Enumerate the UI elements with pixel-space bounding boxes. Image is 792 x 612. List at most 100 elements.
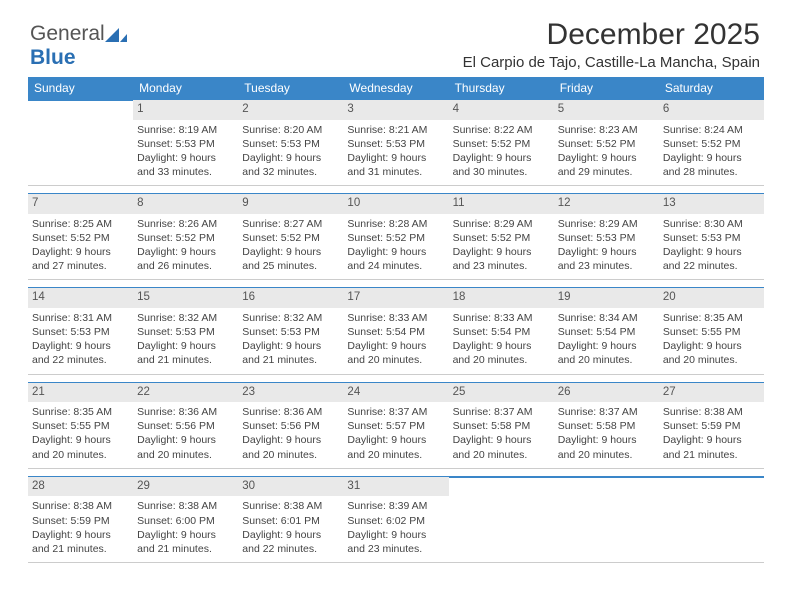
daylight-line: Daylight: 9 hours and 22 minutes. [32,339,129,367]
calendar-cell: 31Sunrise: 8:39 AMSunset: 6:02 PMDayligh… [343,476,448,562]
calendar-table: Sunday Monday Tuesday Wednesday Thursday… [28,77,764,563]
sunset-line: Sunset: 5:57 PM [347,419,444,433]
sunset-line: Sunset: 5:52 PM [242,231,339,245]
calendar-cell: 11Sunrise: 8:29 AMSunset: 5:52 PMDayligh… [449,194,554,280]
calendar-cell: 12Sunrise: 8:29 AMSunset: 5:53 PMDayligh… [554,194,659,280]
sunrise-line: Sunrise: 8:38 AM [32,499,129,513]
calendar-cell: 6Sunrise: 8:24 AMSunset: 5:52 PMDaylight… [659,100,764,186]
daylight-line: Daylight: 9 hours and 22 minutes. [242,528,339,556]
calendar-cell: 28Sunrise: 8:38 AMSunset: 5:59 PMDayligh… [28,476,133,562]
logo-word-1: General [30,22,105,45]
daylight-line: Daylight: 9 hours and 20 minutes. [558,339,655,367]
daylight-line: Daylight: 9 hours and 20 minutes. [453,339,550,367]
sunrise-line: Sunrise: 8:37 AM [453,405,550,419]
logo: General Blue [30,22,127,70]
daylight-line: Daylight: 9 hours and 29 minutes. [558,151,655,179]
daylight-line: Daylight: 9 hours and 23 minutes. [558,245,655,273]
sunrise-line: Sunrise: 8:28 AM [347,217,444,231]
sunrise-line: Sunrise: 8:29 AM [558,217,655,231]
sunrise-line: Sunrise: 8:21 AM [347,123,444,137]
day-number: 1 [133,100,238,120]
day-number: 3 [343,100,448,120]
sunrise-line: Sunrise: 8:23 AM [558,123,655,137]
day-number: 8 [133,194,238,214]
sunrise-line: Sunrise: 8:26 AM [137,217,234,231]
calendar-cell: 4Sunrise: 8:22 AMSunset: 5:52 PMDaylight… [449,100,554,186]
calendar-cell: 22Sunrise: 8:36 AMSunset: 5:56 PMDayligh… [133,382,238,468]
calendar-cell: 26Sunrise: 8:37 AMSunset: 5:58 PMDayligh… [554,382,659,468]
sunrise-line: Sunrise: 8:35 AM [663,311,760,325]
sunset-line: Sunset: 5:52 PM [347,231,444,245]
sunset-line: Sunset: 5:59 PM [32,514,129,528]
calendar-cell: 9Sunrise: 8:27 AMSunset: 5:52 PMDaylight… [238,194,343,280]
sunset-line: Sunset: 5:53 PM [137,325,234,339]
calendar-body: 1Sunrise: 8:19 AMSunset: 5:53 PMDaylight… [28,100,764,563]
calendar-cell [28,100,133,186]
sunrise-line: Sunrise: 8:38 AM [242,499,339,513]
calendar-cell: 24Sunrise: 8:37 AMSunset: 5:57 PMDayligh… [343,382,448,468]
sunrise-line: Sunrise: 8:24 AM [663,123,760,137]
daylight-line: Daylight: 9 hours and 27 minutes. [32,245,129,273]
daylight-line: Daylight: 9 hours and 21 minutes. [242,339,339,367]
sunrise-line: Sunrise: 8:19 AM [137,123,234,137]
calendar-cell: 18Sunrise: 8:33 AMSunset: 5:54 PMDayligh… [449,288,554,374]
header: December 2025 El Carpio de Tajo, Castill… [28,18,764,71]
day-number: 15 [133,288,238,308]
day-number: 11 [449,194,554,214]
sunset-line: Sunset: 5:53 PM [137,137,234,151]
sunset-line: Sunset: 5:59 PM [663,419,760,433]
sunset-line: Sunset: 5:52 PM [558,137,655,151]
sunset-line: Sunset: 6:01 PM [242,514,339,528]
sunrise-line: Sunrise: 8:33 AM [347,311,444,325]
calendar-cell: 19Sunrise: 8:34 AMSunset: 5:54 PMDayligh… [554,288,659,374]
sunrise-line: Sunrise: 8:20 AM [242,123,339,137]
weekday-header: Sunday [28,77,133,100]
calendar-row: 1Sunrise: 8:19 AMSunset: 5:53 PMDaylight… [28,100,764,186]
daylight-line: Daylight: 9 hours and 21 minutes. [663,433,760,461]
daylight-line: Daylight: 9 hours and 30 minutes. [453,151,550,179]
weekday-header: Monday [133,77,238,100]
calendar-cell: 2Sunrise: 8:20 AMSunset: 5:53 PMDaylight… [238,100,343,186]
daylight-line: Daylight: 9 hours and 20 minutes. [137,433,234,461]
day-number: 2 [238,100,343,120]
sunset-line: Sunset: 5:53 PM [347,137,444,151]
day-number: 28 [28,477,133,497]
day-number: 18 [449,288,554,308]
sunset-line: Sunset: 6:02 PM [347,514,444,528]
sunset-line: Sunset: 5:56 PM [242,419,339,433]
day-number: 9 [238,194,343,214]
weekday-header: Thursday [449,77,554,100]
daylight-line: Daylight: 9 hours and 26 minutes. [137,245,234,273]
daylight-line: Daylight: 9 hours and 25 minutes. [242,245,339,273]
daylight-line: Daylight: 9 hours and 24 minutes. [347,245,444,273]
calendar-row: 7Sunrise: 8:25 AMSunset: 5:52 PMDaylight… [28,194,764,280]
sunrise-line: Sunrise: 8:31 AM [32,311,129,325]
daylight-line: Daylight: 9 hours and 20 minutes. [32,433,129,461]
calendar-cell [554,476,659,562]
sunset-line: Sunset: 5:58 PM [453,419,550,433]
calendar-cell: 10Sunrise: 8:28 AMSunset: 5:52 PMDayligh… [343,194,448,280]
daylight-line: Daylight: 9 hours and 22 minutes. [663,245,760,273]
logo-word-2: Blue [30,46,76,69]
calendar-cell [659,476,764,562]
sunset-line: Sunset: 6:00 PM [137,514,234,528]
daylight-line: Daylight: 9 hours and 20 minutes. [558,433,655,461]
day-number: 13 [659,194,764,214]
day-number: 30 [238,477,343,497]
sunrise-line: Sunrise: 8:36 AM [242,405,339,419]
daylight-line: Daylight: 9 hours and 33 minutes. [137,151,234,179]
sunset-line: Sunset: 5:52 PM [32,231,129,245]
day-number: 4 [449,100,554,120]
daylight-line: Daylight: 9 hours and 20 minutes. [663,339,760,367]
sunset-line: Sunset: 5:54 PM [558,325,655,339]
day-number: 31 [343,477,448,497]
calendar-cell: 29Sunrise: 8:38 AMSunset: 6:00 PMDayligh… [133,476,238,562]
daylight-line: Daylight: 9 hours and 23 minutes. [347,528,444,556]
weekday-header: Tuesday [238,77,343,100]
day-number: 24 [343,383,448,403]
calendar-cell: 14Sunrise: 8:31 AMSunset: 5:53 PMDayligh… [28,288,133,374]
day-number: 16 [238,288,343,308]
sunset-line: Sunset: 5:55 PM [32,419,129,433]
sunset-line: Sunset: 5:52 PM [453,137,550,151]
sunset-line: Sunset: 5:54 PM [347,325,444,339]
